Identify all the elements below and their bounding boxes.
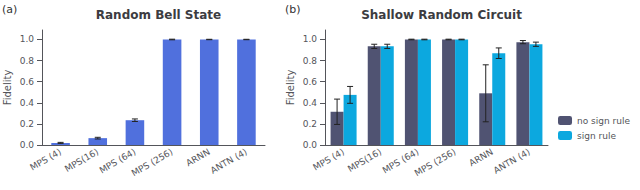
svg-text:MPS(16): MPS(16) [63,147,100,174]
svg-text:MPS (64): MPS (64) [380,146,421,176]
svg-text:0.6: 0.6 [303,77,318,87]
svg-text:Random Bell State: Random Bell State [96,8,221,22]
svg-text:ARNN: ARNN [467,147,494,169]
svg-text:(a): (a) [2,3,17,16]
svg-text:MPS(16): MPS(16) [346,147,383,174]
svg-text:ARNN: ARNN [184,147,211,169]
svg-text:sign rule: sign rule [577,131,616,141]
svg-text:Shallow Random Circuit: Shallow Random Circuit [361,8,522,22]
svg-text:0.0: 0.0 [303,140,318,150]
svg-text:Fidelity: Fidelity [2,70,13,106]
svg-text:0.0: 0.0 [20,140,35,150]
svg-text:MPS (64): MPS (64) [97,146,138,176]
svg-text:1.0: 1.0 [20,34,35,44]
svg-text:ANTN (4): ANTN (4) [492,147,532,176]
svg-text:0.6: 0.6 [20,77,35,87]
svg-text:0.8: 0.8 [20,56,35,66]
svg-text:MPS (4): MPS (4) [311,147,346,173]
svg-text:no sign rule: no sign rule [577,116,630,126]
svg-text:1.0: 1.0 [303,34,318,44]
svg-text:ANTN (4): ANTN (4) [209,147,249,176]
svg-text:0.4: 0.4 [303,98,318,108]
svg-text:(b): (b) [285,3,301,16]
svg-text:0.8: 0.8 [303,56,318,66]
svg-text:0.4: 0.4 [20,98,35,108]
svg-text:MPS (256): MPS (256) [413,147,458,179]
svg-text:MPS (256): MPS (256) [130,147,175,179]
svg-text:0.2: 0.2 [303,119,317,129]
svg-text:Fidelity: Fidelity [285,70,296,106]
svg-text:MPS (4): MPS (4) [28,147,63,173]
svg-text:0.2: 0.2 [20,119,34,129]
